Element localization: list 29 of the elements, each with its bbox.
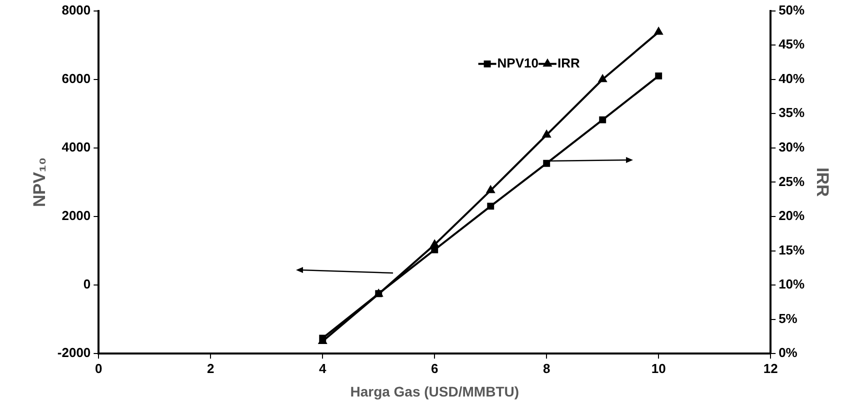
y-tick-label: 8000 [62, 2, 91, 18]
y-tick-label: 4000 [62, 140, 91, 154]
y2-tick-label: 5% [778, 310, 798, 326]
y2-tick-label: 45% [778, 36, 806, 52]
x-tick-label: 2 [207, 360, 214, 376]
y2-tick-label: 20% [778, 208, 806, 224]
x-axis-title: Harga Gas (USD/MMBTU) [350, 383, 520, 400]
y2-tick-label: 0% [778, 345, 798, 360]
legend-label: NPV10 [497, 56, 538, 71]
y2-tick-label: 25% [778, 174, 806, 189]
y2-tick-label: 50% [778, 2, 806, 18]
y2-tick-label: 30% [778, 140, 806, 154]
y-axis-title: NPV₁₀ [30, 157, 49, 208]
y-tick-label: -2000 [57, 345, 91, 360]
x-tick-label: 4 [319, 360, 328, 376]
x-tick-label: 10 [651, 360, 666, 376]
y-tick-label: 2000 [62, 208, 91, 224]
x-tick-label: 12 [763, 360, 778, 376]
y2-axis-title: IRR [813, 168, 832, 197]
y-tick-label: 0 [83, 276, 91, 292]
x-tick-label: 0 [95, 360, 102, 376]
legend-label: IRR [557, 56, 580, 71]
y2-tick-label: 40% [778, 70, 806, 86]
x-tick-label: 8 [542, 360, 550, 376]
y2-tick-label: 35% [778, 105, 806, 120]
x-tick-label: 6 [431, 360, 438, 376]
y2-tick-label: 10% [778, 276, 806, 292]
y-tick-label: 6000 [62, 70, 91, 86]
y2-tick-label: 15% [778, 242, 806, 258]
